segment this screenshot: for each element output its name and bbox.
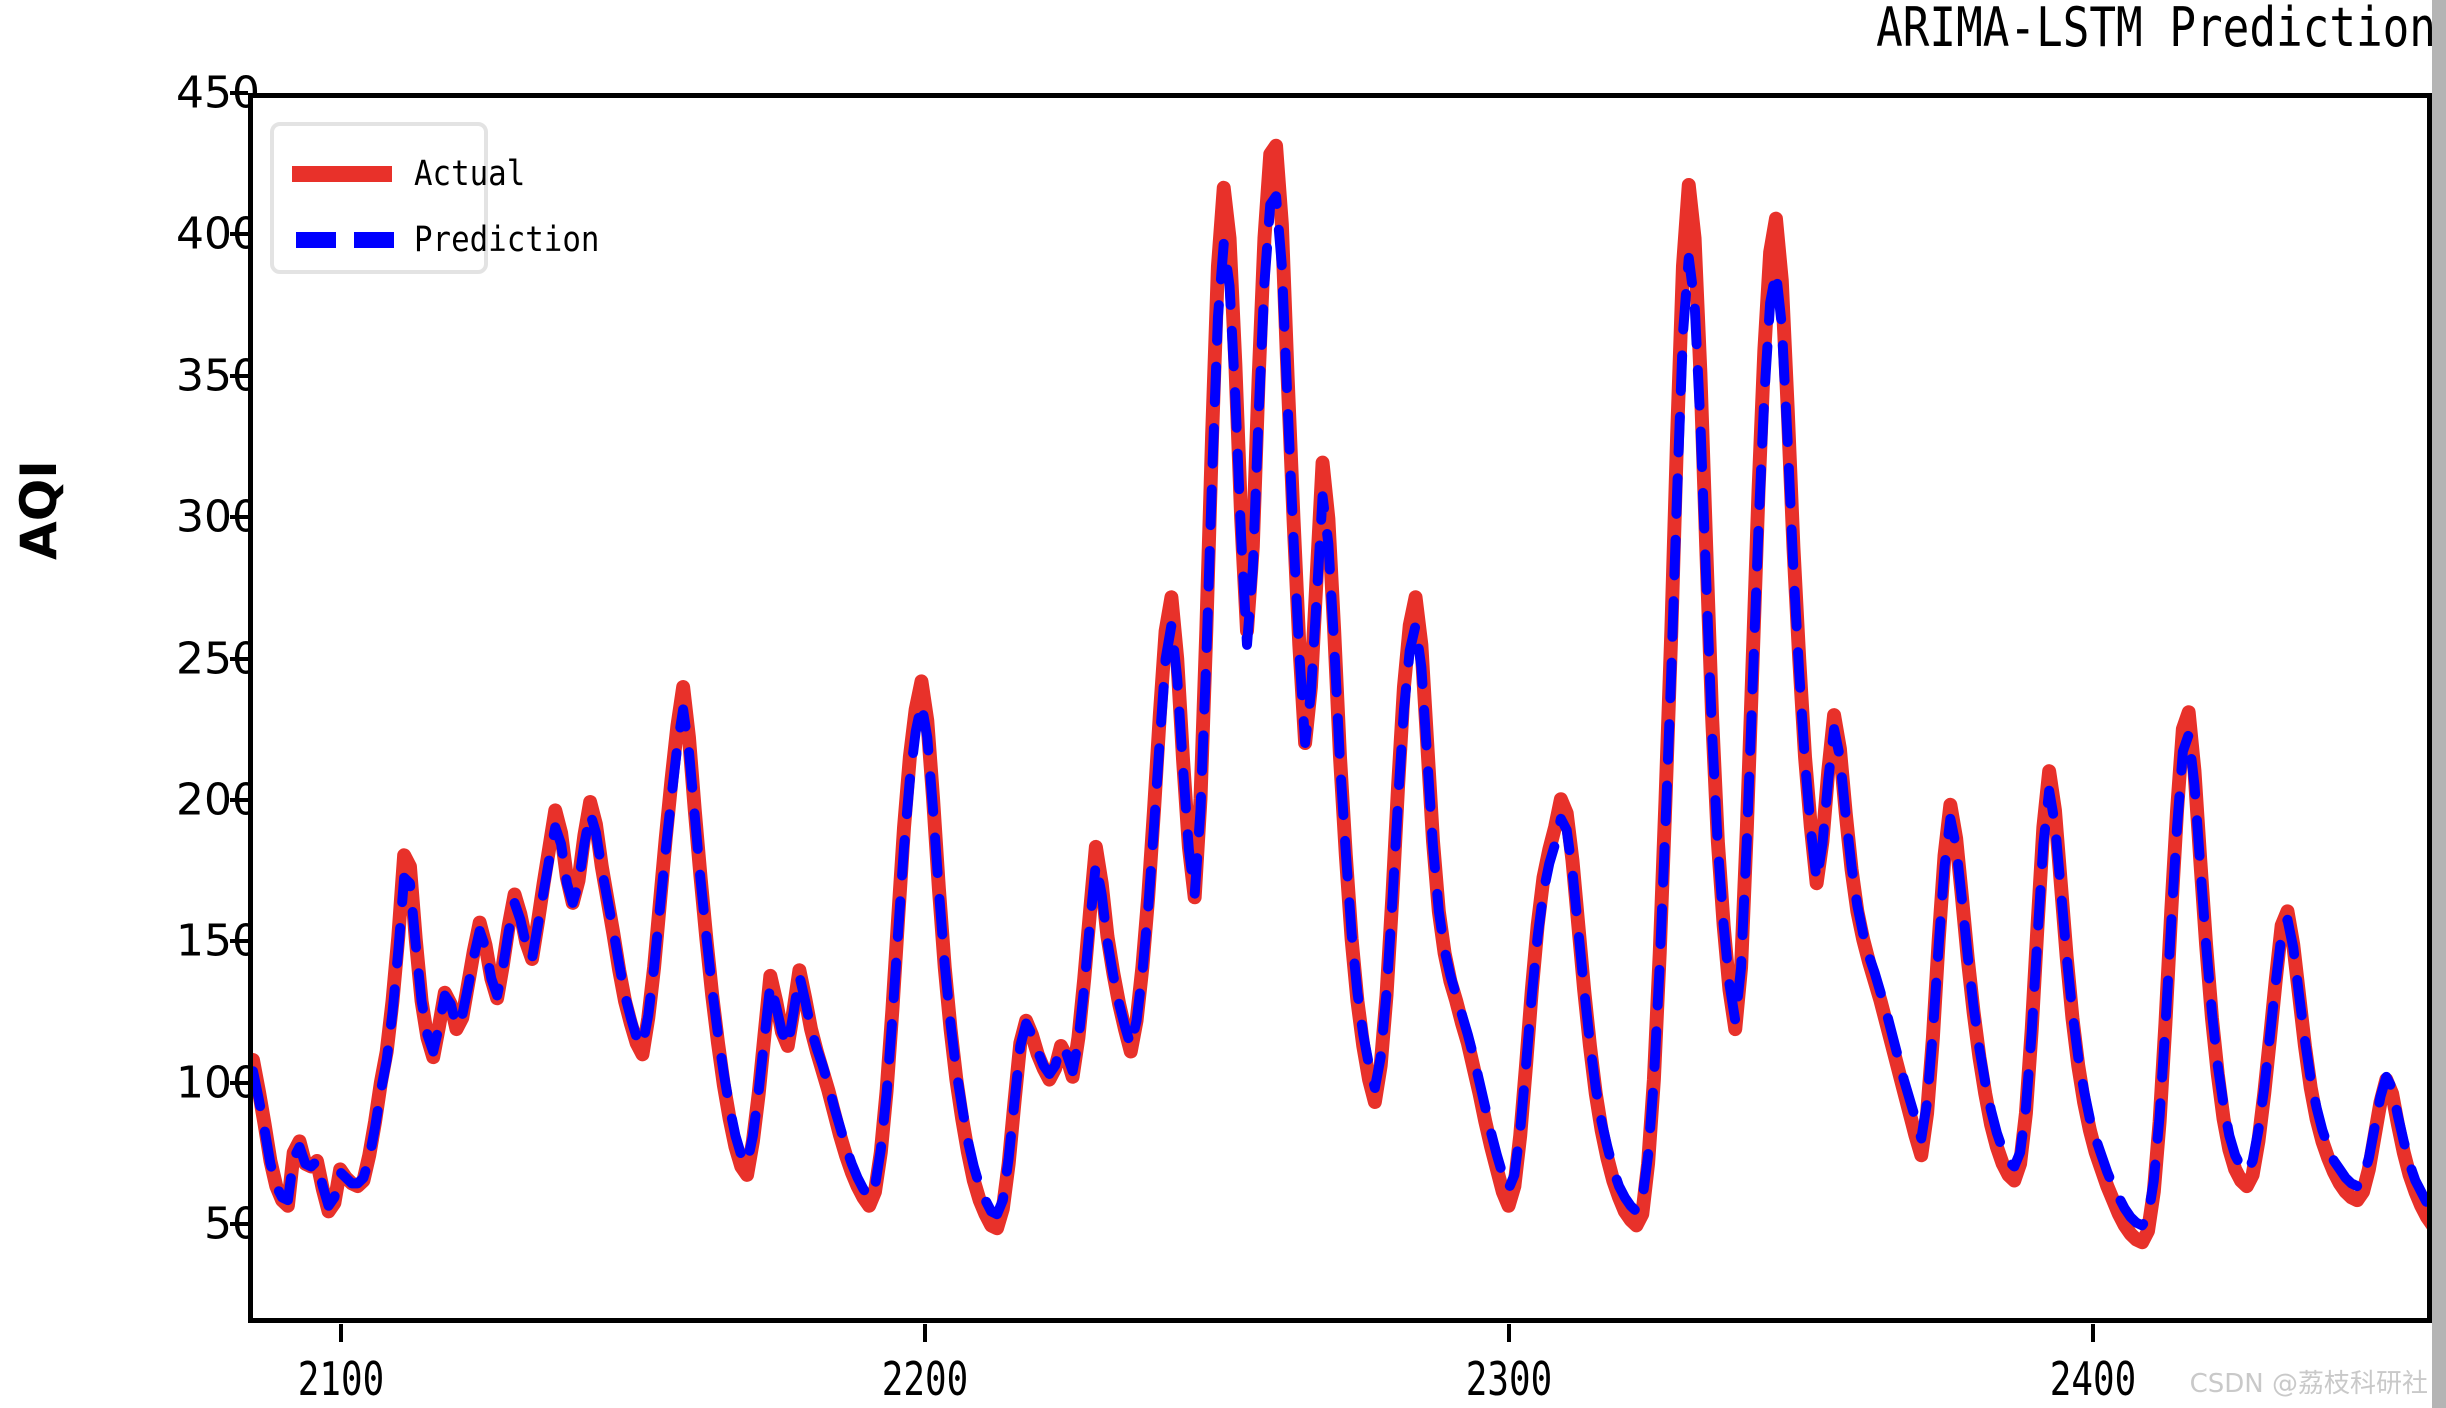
y-tick-mark — [230, 1080, 248, 1085]
watermark: CSDN @荔枝科研社 — [2189, 1369, 2428, 1399]
series-line-actual — [253, 138, 2427, 1250]
legend-swatch-prediction-icon — [292, 232, 394, 248]
x-tick-label: 2100 — [298, 1352, 385, 1406]
y-tick-mark — [230, 91, 248, 95]
y-tick-mark — [230, 1222, 248, 1227]
plot-svg — [253, 138, 2427, 1250]
legend-label-actual: Actual — [414, 154, 526, 194]
y-tick-mark — [230, 939, 248, 944]
page-title: ARIMA-LSTM Prediction — [1876, 0, 2436, 59]
y-tick-mark — [230, 515, 248, 520]
x-tick-mark — [923, 1324, 928, 1342]
x-tick-mark — [1507, 1324, 1512, 1342]
legend: Actual Prediction — [270, 122, 599, 274]
x-tick-label: 2300 — [1466, 1352, 1553, 1406]
y-tick-mark — [230, 232, 248, 237]
legend-swatch-actual-icon — [292, 166, 392, 182]
y-tick-mark — [230, 373, 248, 378]
x-tick-mark — [2091, 1324, 2096, 1342]
x-tick-mark — [339, 1324, 344, 1342]
legend-item-prediction: Prediction — [274, 214, 599, 266]
legend-label-prediction: Prediction — [414, 220, 600, 260]
plot-area — [248, 93, 2432, 1323]
legend-item-actual: Actual — [274, 148, 525, 200]
y-axis-label: AQI — [10, 460, 68, 560]
y-tick-mark — [230, 797, 248, 802]
series-line-prediction — [253, 191, 2427, 1231]
y-tick-mark — [230, 656, 248, 661]
x-tick-label: 2400 — [2050, 1352, 2137, 1406]
x-tick-label: 2200 — [882, 1352, 969, 1406]
vertical-scrollbar[interactable] — [2432, 0, 2446, 1408]
